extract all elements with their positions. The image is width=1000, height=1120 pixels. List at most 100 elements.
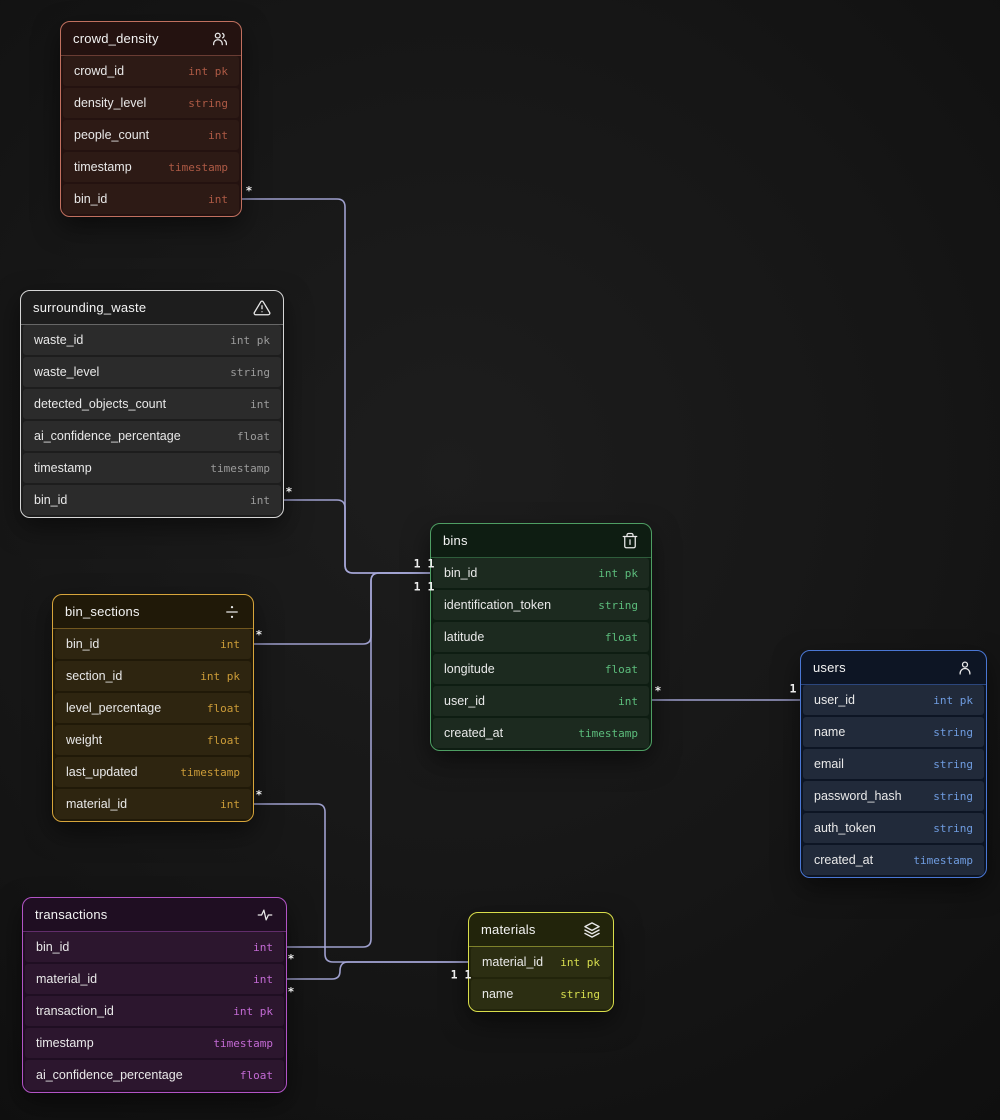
field-row-crowd_density-people_count: people_count int [63, 120, 239, 150]
table-title: surrounding_waste [33, 300, 147, 315]
field-type: timestamp [168, 160, 228, 174]
field-name: material_id [66, 797, 128, 811]
field-row-transactions-ai_confidence_percentage: ai_confidence_percentage float [25, 1060, 284, 1090]
field-name: last_updated [66, 765, 138, 779]
table-header: crowd_density [61, 22, 241, 56]
field-row-bin_sections-bin_id: bin_id int [55, 629, 251, 659]
divide-icon [223, 603, 241, 621]
field-name: waste_level [34, 365, 100, 379]
table-header: transactions [23, 898, 286, 932]
field-name: identification_token [444, 598, 552, 612]
table-title: users [813, 660, 846, 675]
table-title: materials [481, 922, 536, 937]
field-name: password_hash [814, 789, 902, 803]
table-materials[interactable]: materials material_id int pk name string [468, 912, 614, 1012]
field-name: bin_id [444, 566, 478, 580]
cardinality-label: * [287, 951, 295, 966]
field-name: waste_id [34, 333, 84, 347]
field-type: string [933, 725, 973, 739]
table-surrounding_waste[interactable]: surrounding_waste waste_id int pk waste_… [20, 290, 284, 518]
table-fields: material_id int pk name string [469, 947, 613, 1011]
field-type: float [239, 1068, 273, 1082]
field-row-surrounding_waste-timestamp: timestamp timestamp [23, 453, 281, 483]
field-name: email [814, 757, 844, 771]
table-header: bins [431, 524, 651, 558]
cardinality-label: * [255, 627, 263, 642]
field-type: float [604, 662, 638, 676]
field-row-transactions-material_id: material_id int [25, 964, 284, 994]
table-header: surrounding_waste [21, 291, 283, 325]
field-type: string [933, 757, 973, 771]
alert-triangle-icon [253, 299, 271, 317]
table-fields: crowd_id int pk density_level string peo… [61, 56, 241, 216]
table-fields: bin_id int pk identification_token strin… [431, 558, 651, 750]
field-name: timestamp [74, 160, 132, 174]
field-type: int [220, 637, 240, 651]
field-row-bin_sections-weight: weight float [55, 725, 251, 755]
field-type: string [933, 821, 973, 835]
field-row-surrounding_waste-waste_level: waste_level string [23, 357, 281, 387]
field-name: bin_id [66, 637, 100, 651]
field-row-materials-material_id: material_id int pk [471, 947, 611, 977]
cardinality-label: 1 [789, 681, 797, 696]
field-name: name [814, 725, 846, 739]
field-row-transactions-bin_id: bin_id int [25, 932, 284, 962]
field-name: user_id [444, 694, 485, 708]
table-users[interactable]: users user_id int pk name string email s… [800, 650, 987, 878]
table-fields: user_id int pk name string email string … [801, 685, 986, 877]
field-row-transactions-timestamp: timestamp timestamp [25, 1028, 284, 1058]
field-row-bin_sections-last_updated: last_updated timestamp [55, 757, 251, 787]
field-type: int [618, 694, 638, 708]
field-row-bins-bin_id: bin_id int pk [433, 558, 649, 588]
field-type: int pk [560, 955, 600, 969]
field-type: float [206, 733, 240, 747]
field-row-crowd_density-timestamp: timestamp timestamp [63, 152, 239, 182]
field-name: user_id [814, 693, 855, 707]
table-crowd_density[interactable]: crowd_density crowd_id int pk density_le… [60, 21, 242, 217]
field-row-surrounding_waste-waste_id: waste_id int pk [23, 325, 281, 355]
field-row-surrounding_waste-bin_id: bin_id int [23, 485, 281, 515]
field-name: created_at [814, 853, 874, 867]
field-row-bins-latitude: latitude float [433, 622, 649, 652]
field-type: int pk [233, 1004, 273, 1018]
field-name: material_id [482, 955, 544, 969]
field-name: timestamp [36, 1036, 94, 1050]
field-type: int [250, 397, 270, 411]
field-type: timestamp [913, 853, 973, 867]
relationship-surrounding_waste.bin_id-to-bins.bin_id [282, 499, 430, 574]
field-name: bin_id [74, 192, 108, 206]
table-header: users [801, 651, 986, 685]
field-name: bin_id [36, 940, 70, 954]
user-icon [956, 659, 974, 677]
field-type: float [236, 429, 270, 443]
field-row-crowd_density-bin_id: bin_id int [63, 184, 239, 214]
table-transactions[interactable]: transactions bin_id int material_id int … [22, 897, 287, 1093]
field-type: int [253, 972, 273, 986]
field-type: int pk [200, 669, 240, 683]
field-type: float [604, 630, 638, 644]
field-row-bin_sections-level_percentage: level_percentage float [55, 693, 251, 723]
field-name: people_count [74, 128, 150, 142]
table-bins[interactable]: bins bin_id int pk identification_token … [430, 523, 652, 751]
field-type: int pk [188, 64, 228, 78]
field-type: timestamp [180, 765, 240, 779]
field-type: string [933, 789, 973, 803]
field-name: latitude [444, 630, 485, 644]
field-name: bin_id [34, 493, 68, 507]
table-title: bin_sections [65, 604, 140, 619]
field-row-users-created_at: created_at timestamp [803, 845, 984, 875]
table-title: crowd_density [73, 31, 159, 46]
field-row-materials-name: name string [471, 979, 611, 1009]
table-bin_sections[interactable]: bin_sections bin_id int section_id int p… [52, 594, 254, 822]
field-type: int [208, 192, 228, 206]
field-type: string [188, 96, 228, 110]
relationship-bin_sections.bin_id-to-bins.bin_id [252, 572, 430, 645]
field-row-surrounding_waste-ai_confidence_percentage: ai_confidence_percentage float [23, 421, 281, 451]
field-row-bins-user_id: user_id int [433, 686, 649, 716]
field-name: timestamp [34, 461, 92, 475]
field-name: created_at [444, 726, 504, 740]
field-row-bin_sections-section_id: section_id int pk [55, 661, 251, 691]
table-title: transactions [35, 907, 108, 922]
field-name: weight [66, 733, 103, 747]
field-name: ai_confidence_percentage [36, 1068, 183, 1082]
